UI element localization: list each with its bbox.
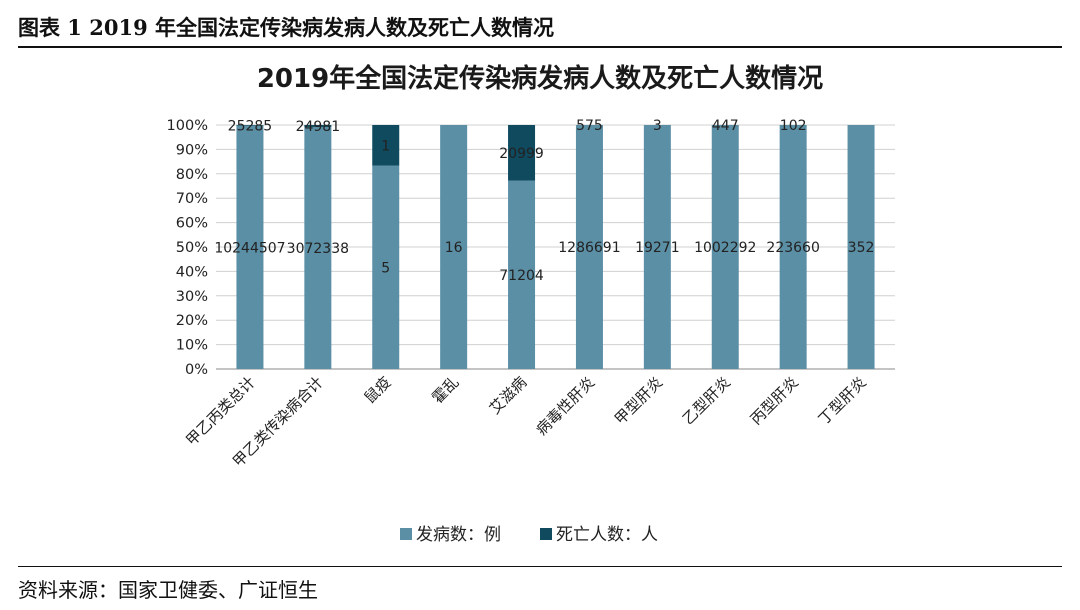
- legend-swatch-death: [540, 528, 552, 540]
- data-label-incidence: 223660: [766, 240, 819, 256]
- x-category-label: 丙型肝炎: [747, 373, 802, 428]
- y-tick-label: 100%: [167, 118, 208, 134]
- bar-incidence: [508, 180, 536, 369]
- data-label-death: 20999: [499, 146, 544, 162]
- data-label-incidence: 71204: [499, 268, 544, 284]
- y-tick-label: 90%: [176, 142, 208, 158]
- bottom-rule: [18, 566, 1062, 567]
- y-tick-label: 50%: [176, 240, 208, 256]
- data-label-death: 102: [780, 118, 807, 134]
- bar-incidence: [372, 165, 400, 369]
- bar-incidence: [711, 125, 739, 370]
- figure-caption: 图表 1 2019 年全国法定传染病发病人数及死亡人数情况: [18, 15, 554, 40]
- data-label-death: 25285: [228, 118, 273, 134]
- data-label-death: 24981: [296, 119, 341, 135]
- data-label-death: 3: [653, 118, 662, 134]
- data-label-incidence: 10244507: [214, 240, 285, 256]
- bar-death: [236, 125, 264, 126]
- legend-label-incidence: 发病数：例: [416, 525, 501, 545]
- data-label-incidence: 16: [445, 240, 463, 256]
- bars: [236, 125, 875, 370]
- bar-incidence: [236, 125, 264, 370]
- legend-label-death: 死亡人数：人: [556, 525, 658, 545]
- source-note: 资料来源：国家卫健委、广证恒生: [18, 578, 318, 602]
- chart-title: 2019年全国法定传染病发病人数及死亡人数情况: [257, 63, 823, 94]
- data-label-incidence: 3072338: [287, 241, 349, 257]
- x-category-label: 霍乱: [429, 373, 463, 407]
- data-label-death: 1: [381, 138, 390, 154]
- y-tick-label: 40%: [176, 264, 208, 280]
- bar-death: [508, 125, 536, 181]
- y-axis: 0% 10% 20% 30% 40% 50% 60% 70% 80% 90% 100%: [167, 118, 895, 378]
- x-category-label: 病毒性肝炎: [533, 373, 599, 439]
- legend-swatch-incidence: [400, 528, 412, 540]
- data-label-death: 575: [576, 118, 603, 134]
- x-category-label: 甲型肝炎: [611, 373, 666, 428]
- x-category-label: 艾滋病: [486, 373, 531, 418]
- data-label-incidence: 1286691: [558, 240, 620, 256]
- x-category-label: 鼠疫: [361, 373, 395, 407]
- x-category-label: 甲乙丙类总计: [182, 373, 258, 449]
- y-tick-label: 80%: [176, 167, 208, 183]
- y-tick-label: 20%: [176, 313, 208, 329]
- bar-incidence: [304, 126, 332, 369]
- bar-incidence: [440, 125, 468, 369]
- bar-incidence: [779, 125, 807, 369]
- top-rule: [18, 46, 1062, 48]
- x-category-label: 丁型肝炎: [815, 373, 870, 428]
- data-label-incidence: 19271: [635, 240, 680, 256]
- legend: 发病数：例 死亡人数：人: [400, 525, 658, 545]
- bar-death: [372, 125, 400, 166]
- data-label-incidence: 1002292: [694, 240, 756, 256]
- y-tick-label: 70%: [176, 191, 208, 207]
- x-category-label: 乙型肝炎: [679, 373, 734, 428]
- data-label-death: 447: [712, 118, 739, 134]
- y-tick-label: 30%: [176, 289, 208, 305]
- stacked-bar-chart: 2019年全国法定传染病发病人数及死亡人数情况 0% 10% 20% 30% 40% 50…: [167, 63, 895, 545]
- data-labels: 10244507 25285 3072338 24981 5 1 16 71204 20999 1…: [214, 118, 874, 284]
- bar-incidence: [643, 125, 671, 369]
- y-tick-label: 0%: [185, 362, 208, 378]
- y-tick-label: 10%: [176, 338, 208, 354]
- data-label-incidence: 352: [848, 240, 875, 256]
- bar-incidence: [847, 125, 875, 369]
- y-tick-label: 60%: [176, 216, 208, 232]
- bar-incidence: [575, 125, 603, 369]
- bar-death: [304, 125, 332, 127]
- data-label-incidence: 5: [381, 260, 390, 276]
